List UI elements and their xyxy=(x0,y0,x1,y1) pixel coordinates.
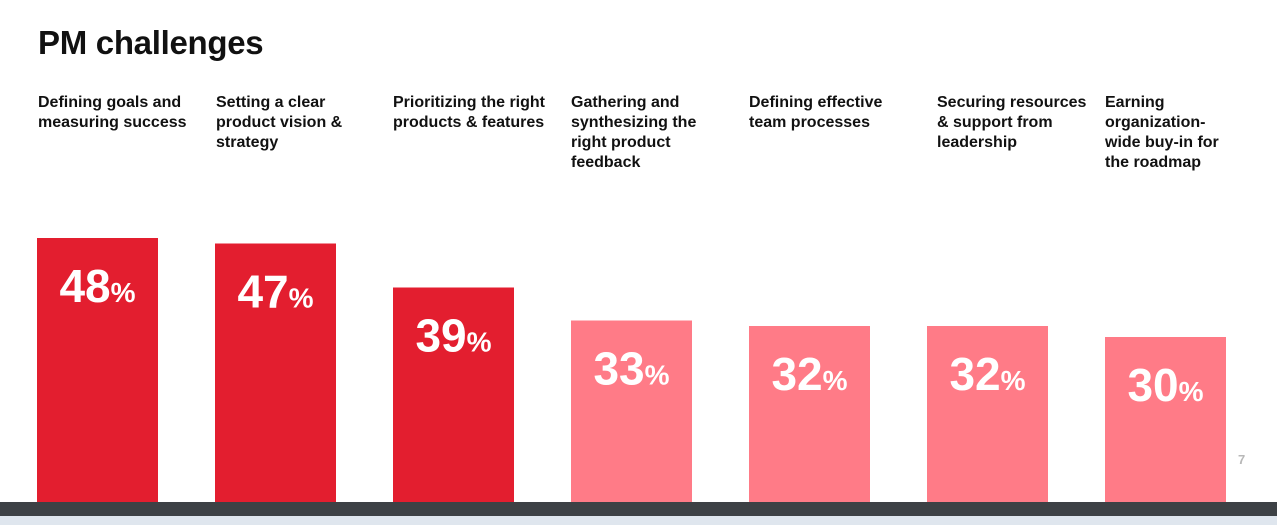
bar-3 xyxy=(393,287,514,502)
bar-5 xyxy=(749,326,870,502)
category-label-7: Earning organization-wide buy-in for the… xyxy=(1105,94,1219,171)
bar-value-label-6: 32% xyxy=(949,348,1025,400)
category-label-2: Setting a clear product vision & strateg… xyxy=(216,94,343,151)
category-label-3: Prioritizing the right products & featur… xyxy=(393,94,545,131)
bar-1 xyxy=(37,238,158,502)
bar-value-label-4: 33% xyxy=(593,343,669,395)
category-label-6: Securing resources & support from leader… xyxy=(937,94,1087,151)
bar-value-label-2: 47% xyxy=(237,266,313,318)
bar-value-label-1: 48% xyxy=(59,260,135,312)
bar-6 xyxy=(927,326,1048,502)
bar-value-label-3: 39% xyxy=(415,310,491,362)
bar-2 xyxy=(215,243,336,502)
bar-value-label-7: 30% xyxy=(1127,359,1203,411)
category-label-4: Gathering and synthesizing the right pro… xyxy=(571,94,697,171)
bar-4 xyxy=(571,320,692,502)
category-label-5: Defining effective team processes xyxy=(749,94,883,131)
bar-7 xyxy=(1105,337,1226,502)
window-bottom-strip xyxy=(0,516,1277,525)
bar-value-label-5: 32% xyxy=(771,348,847,400)
chart-title: PM challenges xyxy=(38,24,264,61)
category-label-1: Defining goals and measuring success xyxy=(38,94,187,131)
page-number: 7 xyxy=(1238,452,1246,467)
window-bottom-bar xyxy=(0,502,1277,516)
